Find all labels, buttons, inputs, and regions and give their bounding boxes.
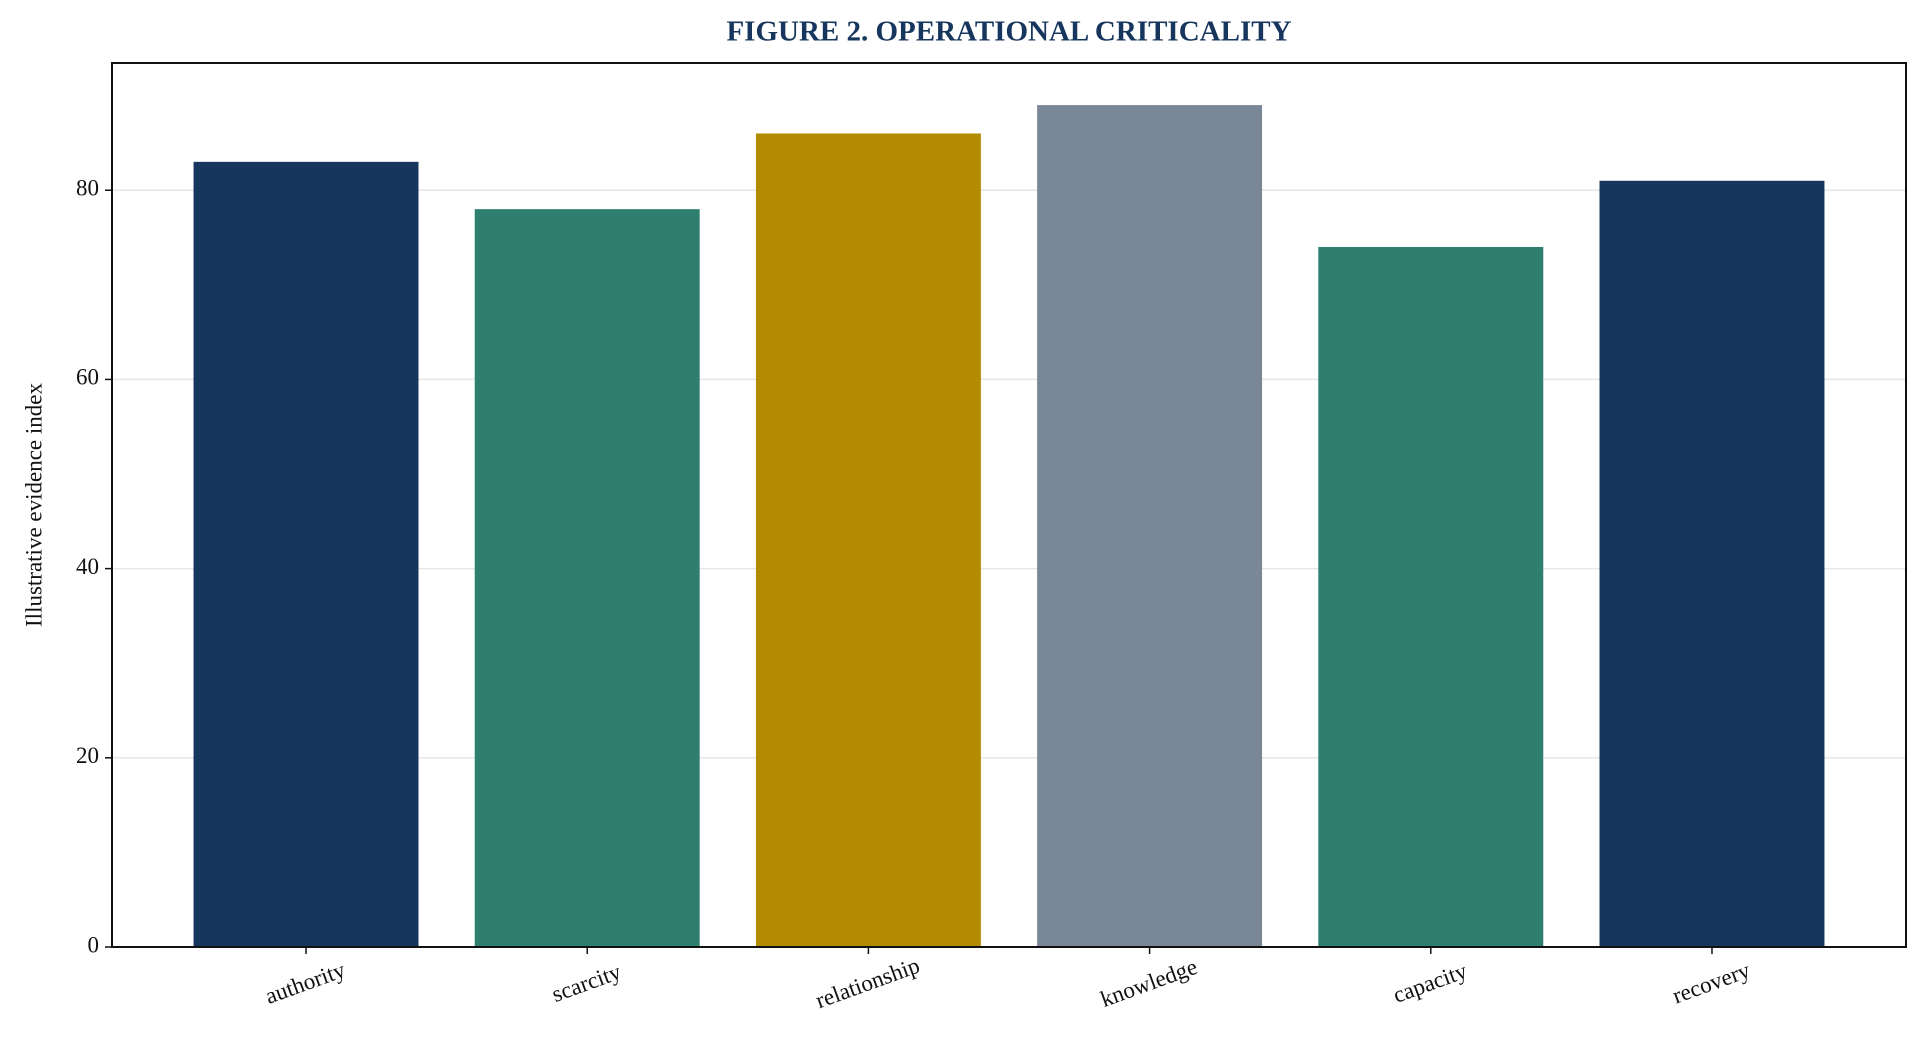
x-tick-label: recovery	[1669, 957, 1754, 1008]
y-axis-label: Illustrative evidence index	[21, 383, 46, 627]
bar	[755, 133, 981, 947]
bar	[193, 161, 419, 948]
bar	[1599, 180, 1825, 947]
x-tick-label: relationship	[812, 953, 923, 1014]
x-tick-label: knowledge	[1097, 954, 1200, 1012]
bar	[474, 209, 700, 947]
y-tick-label: 40	[76, 554, 99, 579]
y-tick-label: 0	[88, 932, 100, 957]
bar	[1318, 246, 1544, 947]
y-tick-label: 20	[76, 743, 99, 768]
x-tick-label: capacity	[1390, 958, 1471, 1008]
y-tick-label: 60	[76, 365, 99, 390]
bar	[1037, 105, 1263, 948]
y-tick-label: 80	[76, 176, 99, 201]
chart-title: FIGURE 2. OPERATIONAL CRITICALITY	[726, 16, 1291, 48]
x-tick-label: scarcity	[549, 959, 625, 1007]
x-tick-label: authority	[262, 957, 349, 1009]
plot-frame	[111, 62, 1907, 948]
